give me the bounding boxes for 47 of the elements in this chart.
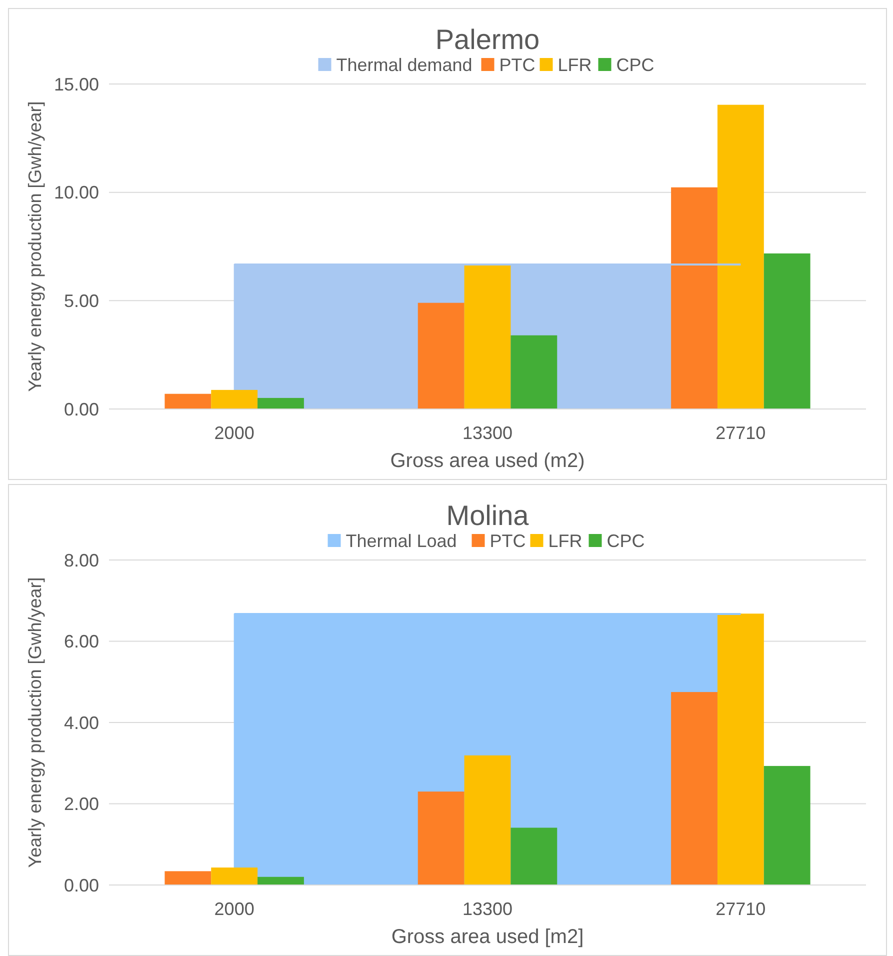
- bar: [764, 253, 810, 409]
- bar: [764, 766, 810, 885]
- x-tick-label: 13300: [462, 899, 513, 919]
- bar: [510, 828, 558, 885]
- bar: [418, 792, 464, 885]
- bar: [211, 390, 258, 409]
- legend-label: LFR: [548, 531, 582, 551]
- bar: [258, 876, 304, 885]
- chart-title: Palermo: [435, 24, 540, 55]
- x-tick-label: 13300: [462, 423, 513, 443]
- y-tick-label: 0.00: [64, 875, 99, 896]
- legend-label: LFR: [558, 55, 592, 75]
- x-tick-label: 2000: [214, 899, 254, 919]
- bar: [418, 302, 464, 409]
- x-tick-label: 27710: [716, 423, 766, 443]
- legend-label: Thermal Load: [346, 531, 457, 551]
- legend-label: CPC: [616, 55, 654, 75]
- legend-label: PTC: [499, 55, 536, 75]
- y-tick-label: 8.00: [64, 550, 99, 570]
- bar: [464, 755, 511, 885]
- bar: [164, 394, 212, 409]
- x-axis-title: Gross area used [m2]: [391, 926, 584, 948]
- bar: [717, 614, 764, 885]
- bar: [671, 187, 718, 409]
- bar: [671, 692, 718, 885]
- x-axis-title: Gross area used (m2): [390, 450, 585, 472]
- y-tick-label: 6.00: [64, 632, 99, 652]
- chart-title: Molina: [446, 500, 530, 531]
- y-tick-label: 15.00: [54, 74, 99, 94]
- bar: [211, 868, 258, 885]
- bar: [258, 398, 304, 409]
- bar: [464, 264, 511, 409]
- y-axis-title: Yearly energy production [Gwh/year]: [25, 101, 45, 392]
- bar: [164, 871, 212, 885]
- y-tick-label: 2.00: [64, 794, 99, 814]
- y-tick-label: 4.00: [64, 712, 99, 733]
- y-tick-label: 0.00: [64, 399, 99, 420]
- y-tick-label: 10.00: [54, 182, 99, 203]
- y-tick-label: 5.00: [64, 290, 99, 311]
- x-tick-label: 27710: [716, 899, 766, 919]
- legend-label: Thermal demand: [336, 55, 472, 75]
- legend-label: PTC: [490, 531, 526, 551]
- y-axis-title: Yearly energy production [Gwh/year]: [25, 577, 45, 868]
- bar: [717, 104, 764, 409]
- x-tick-label: 2000: [214, 423, 254, 443]
- legend-label: CPC: [606, 531, 645, 551]
- bar: [510, 335, 558, 409]
